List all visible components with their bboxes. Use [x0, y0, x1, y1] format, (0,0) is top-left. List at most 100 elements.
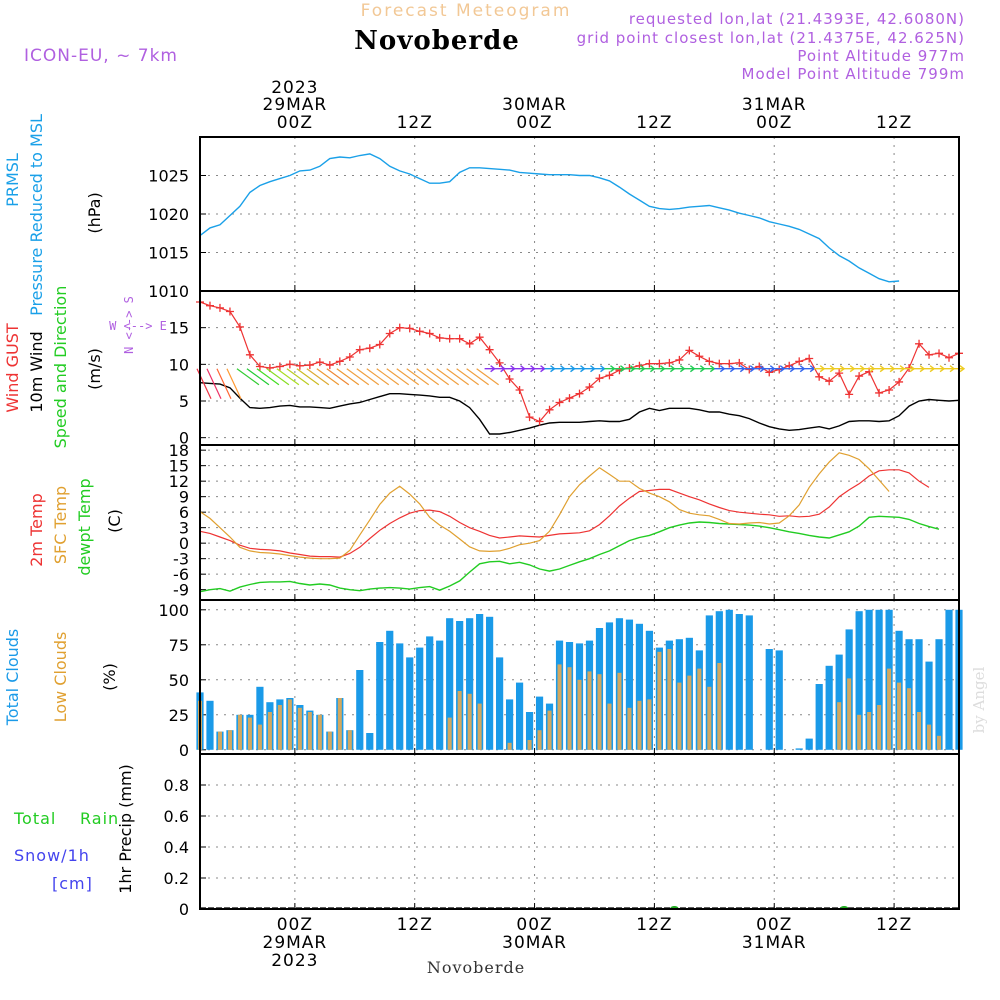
gust-marker — [885, 386, 894, 394]
total-cloud-bar — [436, 640, 444, 750]
gust-marker — [795, 357, 804, 366]
wind-arrow — [874, 365, 886, 373]
low-cloud-bar — [477, 703, 482, 750]
wind-arrow — [226, 368, 242, 399]
low-cloud-bar — [297, 707, 302, 750]
low-cloud-bar — [667, 649, 672, 750]
y-tick-label: 0.4 — [164, 838, 189, 857]
total-cloud-bar — [446, 618, 454, 750]
gust-marker — [315, 358, 324, 367]
wind-arrow — [584, 365, 596, 373]
low-cloud-bar — [237, 714, 242, 750]
gust-marker — [775, 365, 784, 374]
total-cloud-bar — [356, 670, 364, 750]
total-cloud-bar — [775, 650, 783, 750]
total-cloud-bar — [376, 642, 384, 750]
gust-marker — [605, 371, 614, 380]
gust-marker — [535, 417, 544, 426]
bottom-tick-date: 29MAR — [263, 933, 328, 953]
low-cloud-bar — [447, 717, 452, 750]
gust-marker — [405, 324, 414, 333]
gust-marker — [385, 329, 394, 338]
y-tick-label: -3 — [173, 550, 189, 569]
y-tick-label: -9 — [173, 581, 189, 600]
total-cloud-bar — [256, 686, 264, 750]
low-cloud-bar — [857, 714, 862, 750]
gust-marker — [455, 334, 464, 343]
low-cloud-bar — [227, 730, 232, 750]
bottom-tick-date: 31MAR — [742, 933, 807, 953]
wind-arrow — [206, 368, 222, 399]
gust-marker — [695, 352, 704, 361]
top-tick-date: 29MAR — [263, 95, 328, 115]
total-cloud-bar — [835, 654, 843, 750]
temp2m-line — [199, 469, 930, 558]
wind-arrow — [466, 368, 489, 386]
wind-arrow — [504, 365, 516, 373]
low-cloud-bar — [257, 724, 262, 750]
bottom-tick-hour: 00Z — [277, 915, 313, 935]
total-cloud-bar — [605, 622, 614, 750]
total-cloud-bar — [505, 699, 514, 750]
wind-arrow — [824, 365, 836, 373]
wind-arrow — [376, 368, 400, 386]
precip-total-label: Total — [13, 809, 56, 828]
y-tick-label: 0 — [179, 429, 189, 448]
gust-marker — [855, 372, 864, 381]
y-tick-label: 1025 — [148, 167, 189, 186]
y-tick-label: 0 — [179, 900, 189, 919]
y-tick-label: 0.6 — [164, 807, 189, 826]
bottom-tick-hour: 12Z — [876, 915, 912, 935]
chart-title: Forecast Meteogram — [361, 1, 572, 21]
total-cloud-bar — [426, 636, 434, 750]
wind-arrow — [256, 368, 280, 386]
y-tick-label: 1020 — [148, 205, 189, 224]
total-cloud-bar — [416, 647, 424, 750]
gust-marker — [355, 345, 364, 354]
compass-ns: N <--> S — [122, 296, 136, 354]
wind-arrow — [476, 368, 499, 386]
wind-arrow — [544, 365, 556, 373]
gust-marker — [245, 350, 254, 359]
gust-marker — [545, 405, 554, 414]
low-cloud-bar — [877, 705, 882, 750]
gust-marker — [595, 374, 604, 383]
y-tick-label: 12 — [169, 472, 189, 491]
wind-arrow — [914, 365, 926, 373]
total-clouds-label: Total Clouds — [3, 629, 22, 727]
gust-marker — [295, 361, 304, 370]
gust-marker — [285, 360, 294, 369]
gust-marker — [505, 375, 514, 383]
precip-snow-label: Snow/1h — [14, 846, 90, 865]
wind-arrow — [356, 368, 380, 386]
wind-arrow — [366, 368, 390, 386]
y-tick-label: 1010 — [148, 282, 189, 301]
low-cloud-bar — [707, 686, 712, 750]
bottom-tick-year: 2023 — [271, 951, 318, 971]
wind10m-line — [199, 382, 960, 435]
gust-marker — [555, 398, 564, 407]
wind-arrow — [534, 365, 546, 373]
temp-unit: (C) — [105, 509, 124, 533]
wind-arrow — [794, 365, 806, 373]
y-tick-label: 15 — [169, 457, 189, 476]
wind-arrow — [286, 368, 310, 386]
wind-arrow — [406, 368, 430, 386]
wind-arrow — [844, 365, 856, 373]
gust-marker — [925, 350, 934, 359]
top-tick-hour: 12Z — [397, 113, 433, 133]
low-cloud-bar — [597, 674, 602, 750]
gust-marker — [345, 353, 354, 361]
gust-marker — [835, 369, 844, 378]
gust-marker — [515, 386, 524, 394]
gust-marker — [305, 361, 314, 370]
gust-line — [199, 301, 960, 423]
total-cloud-bar — [456, 621, 464, 750]
low-cloud-bar — [527, 740, 532, 750]
wind-arrow — [514, 365, 526, 373]
wind-arrow — [426, 368, 450, 386]
gust-marker — [255, 362, 264, 371]
y-tick-label: 100 — [158, 601, 189, 620]
wind-arrow — [316, 368, 340, 386]
